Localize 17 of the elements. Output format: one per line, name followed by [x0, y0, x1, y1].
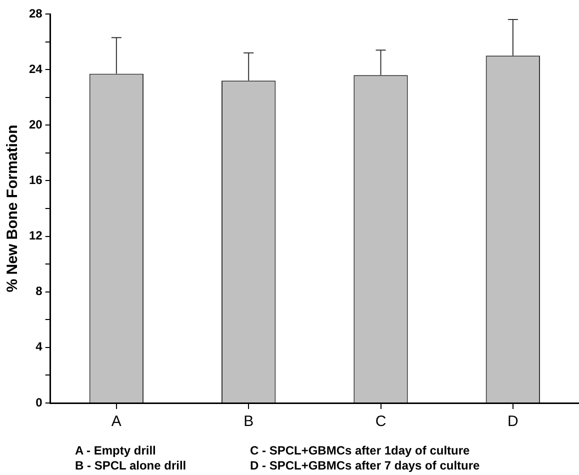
text: D - SPCL+GBMCs after 7 days of culture	[250, 458, 480, 472]
text: C - SPCL+GBMCs after 1day of culture	[250, 443, 470, 458]
y-tick-label: 24	[28, 62, 43, 76]
text: A - Empty drill	[75, 443, 156, 458]
y-tick-label: 28	[28, 6, 43, 20]
y-tick-label: 4	[36, 340, 43, 354]
x-tick-label: D	[507, 413, 518, 430]
x-tick-label: C	[375, 413, 386, 430]
x-tick-label: A	[111, 413, 122, 430]
x-tick-label: B	[244, 413, 254, 430]
y-tick-label: 16	[28, 173, 43, 188]
y-tick-label: 0	[36, 395, 43, 410]
y-tick-label: 8	[36, 284, 43, 298]
text: B - SPCL alone drill	[75, 458, 186, 472]
y-tick-label: 20	[28, 117, 43, 132]
y-axis-title: % New Bone Formation	[4, 124, 22, 292]
y-tick-label: 12	[28, 228, 43, 243]
